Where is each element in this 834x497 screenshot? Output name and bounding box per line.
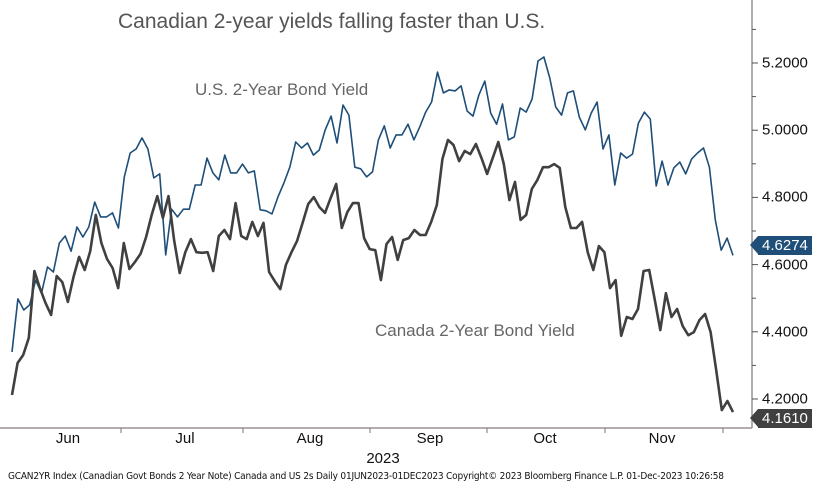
y-tick-label: 4.2000 <box>762 390 808 408</box>
y-tick-label: 5.0000 <box>762 121 808 139</box>
chart-title: Canadian 2-year yields falling faster th… <box>118 10 546 33</box>
series-label-canada: Canada 2-Year Bond Yield <box>375 321 575 340</box>
y-tick-label: 5.2000 <box>762 54 808 72</box>
x-tick-label: Jul <box>175 430 195 447</box>
chart-footer: GCAN2YR Index (Canadian Govt Bonds 2 Yea… <box>8 471 724 482</box>
y-tick-label: 4.6000 <box>762 256 808 274</box>
y-tick-label: 4.4000 <box>762 323 808 341</box>
x-tick-label: Sep <box>416 430 444 447</box>
last-value-tag-canada: 4.1610 <box>750 408 812 428</box>
last-value-tag-us: 4.6274 <box>750 236 812 256</box>
x-axis-year-label: 2023 <box>366 450 400 467</box>
x-tick-label: Aug <box>296 430 324 447</box>
series-line-canada <box>10 138 735 413</box>
x-tick-label: Oct <box>533 430 557 447</box>
x-tick-label: Nov <box>648 430 676 447</box>
series-label-us: U.S. 2-Year Bond Yield <box>195 80 369 99</box>
x-tick-label: Jun <box>55 430 81 447</box>
y-tick-label: 4.8000 <box>762 188 808 206</box>
series-line-us <box>11 56 734 353</box>
